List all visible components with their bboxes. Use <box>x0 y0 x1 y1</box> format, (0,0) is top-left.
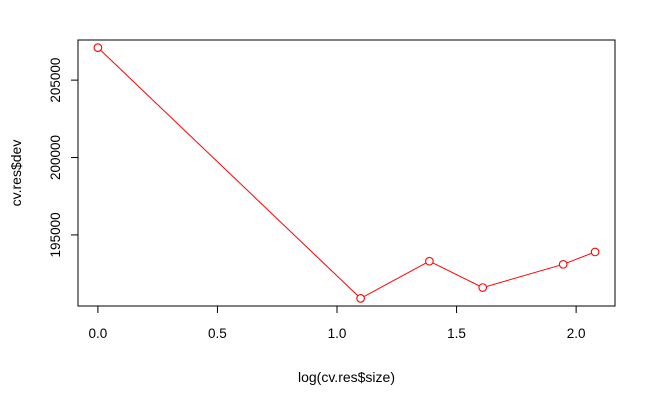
data-point <box>558 259 568 269</box>
data-point <box>93 43 103 52</box>
x-tick-label: 0.0 <box>89 326 108 341</box>
data-point <box>356 294 365 303</box>
series-line <box>97 47 596 299</box>
y-axis-title: cv.res$dev <box>8 140 24 207</box>
y-tick-label: 205000 <box>48 58 63 103</box>
data-point <box>425 256 434 266</box>
y-tick-label: 200000 <box>48 135 63 180</box>
x-axis: 0.0 0.5 1.0 1.5 2.0 <box>89 305 586 341</box>
x-tick-label: 0.5 <box>208 326 227 341</box>
x-tick-label: 2.0 <box>567 326 586 341</box>
data-points <box>93 43 600 303</box>
y-axis: 195000 200000 205000 <box>48 58 79 257</box>
x-tick-label: 1.0 <box>328 326 347 341</box>
plot-frame <box>77 39 616 307</box>
data-point <box>590 247 600 257</box>
x-axis-title: log(cv.res$size) <box>298 369 395 385</box>
data-point <box>478 283 488 292</box>
x-tick-label: 1.5 <box>447 326 466 341</box>
y-tick-label: 195000 <box>48 212 63 257</box>
